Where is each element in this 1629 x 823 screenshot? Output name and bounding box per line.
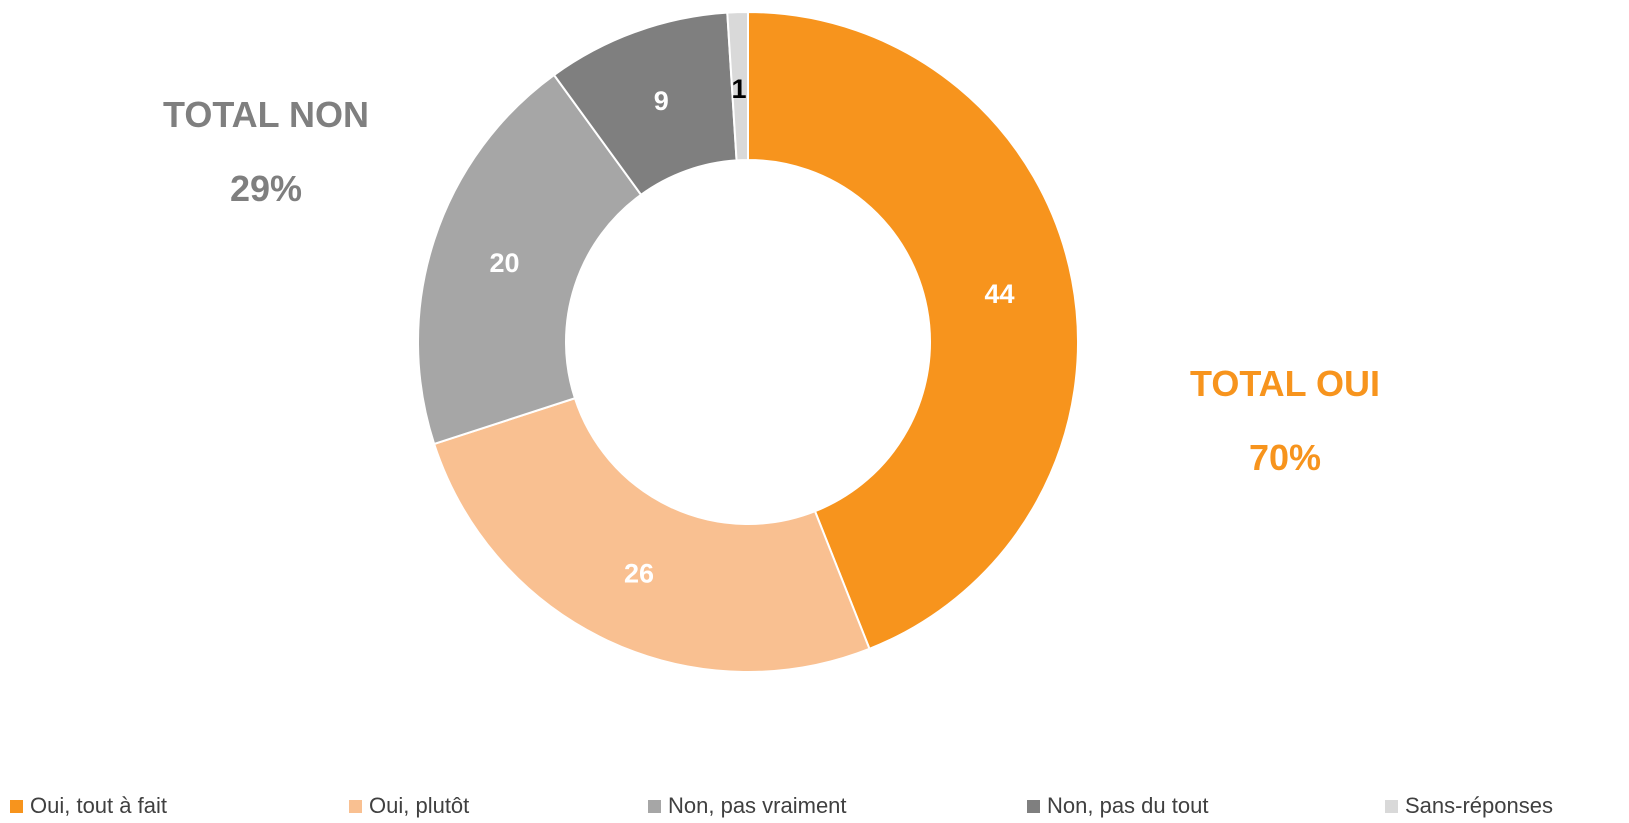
slice-sans-reponses <box>726 10 749 162</box>
total-non-annotation: TOTAL NON 29% <box>135 97 397 207</box>
legend-label: Oui, plutôt <box>369 793 470 818</box>
legend-label: Oui, tout à fait <box>30 793 167 818</box>
legend-swatch <box>1385 799 1398 813</box>
legend-item-oui-plutot: Oui, plutôt <box>349 793 469 819</box>
total-non-label: TOTAL NON <box>163 94 369 135</box>
data-label-non-pas-vraiment: 20 <box>490 248 520 278</box>
legend-item-oui-tout-a-fait: Oui, tout à fait <box>10 793 167 819</box>
data-label-sans-reponses: 1 <box>731 74 746 104</box>
slice-oui-tout-a-fait <box>747 10 1079 651</box>
legend-item-sans-reponses: Sans-réponses <box>1385 793 1553 819</box>
legend-label: Non, pas du tout <box>1047 793 1209 818</box>
data-label-oui-tout-a-fait: 44 <box>984 279 1014 309</box>
total-oui-label: TOTAL OUI <box>1189 363 1380 404</box>
donut-slices <box>416 10 1079 673</box>
legend-swatch <box>648 799 661 813</box>
slice-non-pas-vraiment <box>416 73 643 446</box>
data-label-non-pas-du-tout: 9 <box>654 86 669 116</box>
legend-label: Non, pas vraiment <box>668 793 847 818</box>
slice-oui-plutot <box>432 396 871 673</box>
donut-data-labels: 44 26 20 9 1 <box>490 74 1015 589</box>
legend-item-non-pas-vraiment: Non, pas vraiment <box>648 793 847 819</box>
total-oui-annotation: TOTAL OUI 70% <box>1145 366 1425 476</box>
data-label-oui-plutot: 26 <box>624 559 654 589</box>
chart-legend: Oui, tout à fait Oui, plutôt Non, pas vr… <box>10 793 1620 819</box>
total-oui-value: 70% <box>1248 437 1322 478</box>
legend-swatch <box>349 799 362 813</box>
legend-swatch <box>10 799 23 813</box>
total-non-value: 29% <box>229 168 303 209</box>
legend-item-non-pas-du-tout: Non, pas du tout <box>1027 793 1208 819</box>
legend-label: Sans-réponses <box>1405 793 1553 818</box>
legend-swatch <box>1027 799 1040 813</box>
